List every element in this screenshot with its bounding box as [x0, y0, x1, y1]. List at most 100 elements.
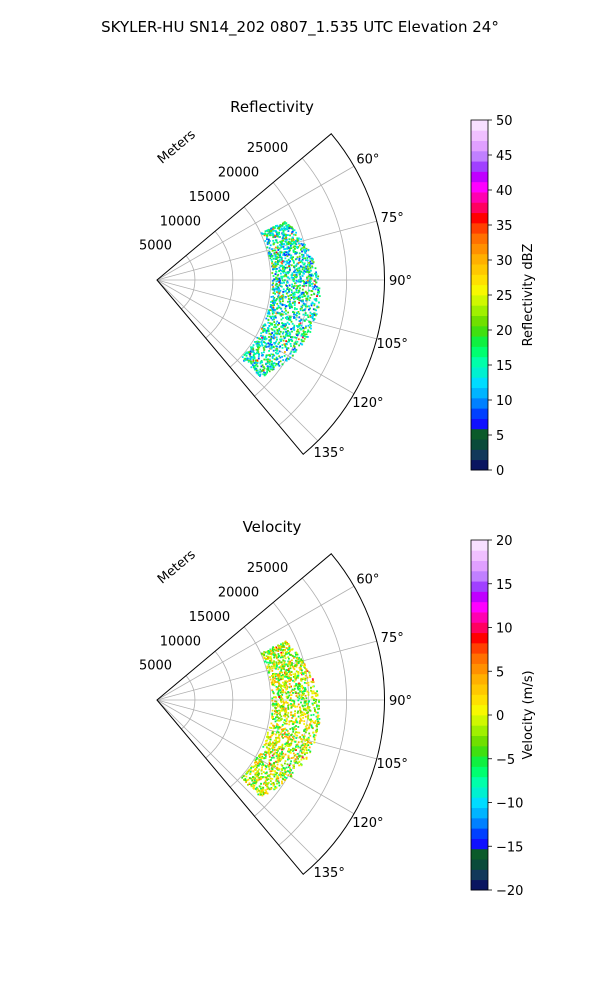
echo-cell [276, 767, 278, 769]
echo-cell [280, 684, 283, 687]
echo-cell [285, 688, 288, 691]
echo-cell [284, 307, 287, 310]
echo-cell [314, 267, 317, 270]
echo-cell [289, 294, 291, 297]
echo-cell [316, 711, 319, 714]
echo-cell [302, 313, 305, 316]
echo-cell [278, 350, 281, 353]
echo-cell [245, 781, 247, 783]
echo-cell [306, 257, 309, 259]
echo-cell [301, 704, 304, 707]
echo-cell [246, 357, 249, 360]
echo-cell [286, 227, 289, 230]
echo-cell [293, 326, 295, 329]
echo-cell [264, 651, 267, 654]
echo-cell [306, 745, 308, 747]
echo-cell [265, 354, 268, 357]
echo-cell [284, 642, 287, 645]
echo-cell [297, 285, 300, 287]
echo-cell [287, 774, 290, 776]
echo-cell [276, 352, 278, 355]
echo-cell [306, 724, 309, 727]
echo-cell [280, 251, 283, 254]
echo-cell [270, 650, 272, 653]
echo-cell [283, 253, 286, 255]
echo-cell [309, 263, 311, 266]
echo-cell [285, 766, 288, 769]
echo-cell [311, 285, 314, 288]
echo-cell [276, 302, 279, 305]
echo-cell [296, 752, 299, 755]
echo-cell [310, 327, 312, 330]
echo-cell [260, 341, 263, 343]
echo-cell [274, 229, 277, 232]
echo-cell [272, 236, 275, 239]
echo-cell [278, 333, 281, 336]
echo-cell [304, 713, 307, 715]
echo-cell [286, 285, 288, 287]
echo-cell [290, 677, 292, 679]
echo-cell [291, 272, 294, 275]
echo-cell [284, 760, 287, 762]
echo-cell [281, 764, 284, 767]
echo-cell [299, 275, 302, 278]
echo-cell [270, 661, 273, 664]
echo-cell [276, 782, 278, 785]
echo-cell [269, 234, 271, 236]
echo-cell [275, 251, 278, 254]
echo-cell [262, 771, 265, 773]
echo-cell [276, 741, 279, 744]
echo-cell [309, 723, 311, 726]
echo-cell [282, 234, 285, 237]
echo-cell [266, 243, 269, 245]
echo-cell [312, 703, 314, 706]
angle-tick-label: 120° [352, 816, 383, 831]
echo-cell [263, 329, 266, 332]
echo-cell [297, 295, 300, 298]
echo-cell [296, 687, 299, 690]
echo-cell [317, 291, 319, 294]
echo-cell [304, 700, 307, 703]
echo-cell [318, 699, 320, 702]
echo-cell [285, 331, 287, 333]
echo-cell [281, 718, 283, 720]
echo-cell [265, 777, 268, 780]
echo-cell [254, 787, 257, 790]
echo-cell [315, 281, 317, 284]
echo-cell [310, 290, 313, 292]
echo-cell [290, 648, 292, 651]
echo-cell [276, 749, 278, 752]
echo-cell [277, 653, 280, 655]
range-gridline [205, 650, 234, 759]
echo-cell [317, 720, 320, 723]
echo-cell [282, 708, 285, 711]
echo-cell [298, 301, 300, 304]
echo-cell [298, 242, 300, 245]
echo-cell [266, 246, 269, 249]
echo-cell [294, 314, 297, 316]
echo-cell [277, 285, 279, 288]
echo-cell [277, 705, 279, 708]
echo-cell [308, 671, 311, 674]
echo-cell [292, 750, 294, 752]
echo-cell [275, 312, 278, 315]
echo-cell [264, 335, 267, 338]
echo-cell [279, 772, 282, 774]
echo-cell [283, 337, 286, 340]
echo-cell [283, 281, 285, 284]
echo-cell [295, 252, 298, 254]
echo-cell [292, 274, 295, 277]
echo-cell [273, 679, 276, 682]
colorbar-segment [471, 120, 488, 131]
echo-cell [303, 283, 306, 286]
echo-cell [281, 260, 284, 263]
echo-cell [255, 788, 258, 791]
echo-cell [255, 766, 258, 769]
echo-cell [284, 233, 287, 236]
echo-cell [280, 272, 282, 275]
echo-cell [307, 714, 310, 717]
echo-cell [281, 245, 284, 248]
echo-cell [277, 690, 280, 693]
echo-cell [286, 686, 289, 688]
